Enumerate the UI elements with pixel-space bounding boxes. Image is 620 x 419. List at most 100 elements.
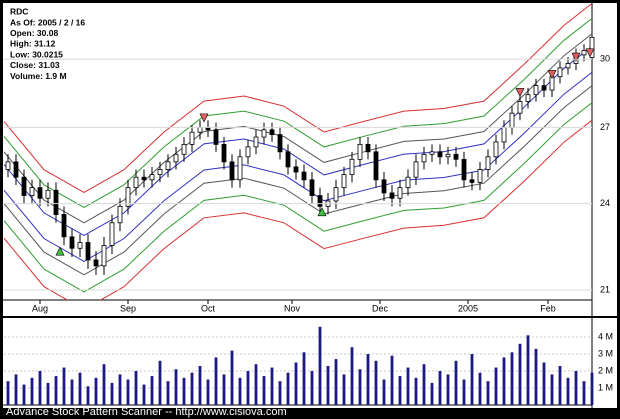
band-line bbox=[4, 18, 592, 208]
candle-body bbox=[317, 195, 323, 207]
volume-bar bbox=[478, 372, 482, 405]
pattern-signal bbox=[199, 113, 209, 123]
candle-body bbox=[13, 161, 19, 178]
candle-body bbox=[589, 36, 595, 58]
candle-body bbox=[501, 126, 507, 143]
info-line: High: 31.12 bbox=[10, 39, 56, 49]
volume-bar bbox=[574, 371, 578, 405]
volume-bar bbox=[550, 374, 554, 405]
volume-bar bbox=[382, 379, 386, 405]
candle-body bbox=[117, 205, 123, 224]
volume-bar bbox=[166, 381, 170, 405]
volume-bar bbox=[254, 364, 258, 405]
candle-body bbox=[333, 187, 339, 202]
x-tick-label: Feb bbox=[540, 303, 556, 313]
volume-bar bbox=[286, 372, 290, 405]
volume-bar bbox=[62, 367, 66, 405]
volume-bar bbox=[422, 364, 426, 405]
y-tick-label: 30 bbox=[600, 54, 610, 64]
candle-body bbox=[581, 50, 587, 56]
candle-body bbox=[133, 176, 139, 189]
candle-body bbox=[485, 156, 491, 170]
y-tick-label: 21 bbox=[600, 284, 610, 294]
volume-tick-label: 3 M bbox=[598, 348, 613, 358]
volume-bar bbox=[86, 386, 90, 405]
x-tick-label: Dec bbox=[372, 303, 389, 313]
symbol: RDC bbox=[10, 6, 28, 16]
volume-bar bbox=[158, 360, 162, 405]
candle-body bbox=[5, 161, 11, 170]
volume-bar bbox=[374, 360, 378, 405]
candle-body bbox=[21, 176, 27, 196]
volume-bar bbox=[454, 360, 458, 405]
candle-body bbox=[309, 179, 315, 196]
volume-bar bbox=[494, 367, 498, 405]
candle-body bbox=[253, 136, 259, 148]
candle-body bbox=[517, 101, 523, 114]
candle-body bbox=[245, 146, 251, 158]
candle-body bbox=[29, 187, 35, 196]
volume-bar bbox=[390, 355, 394, 405]
candle-body bbox=[149, 174, 155, 181]
volume-tick-label: 2 M bbox=[598, 365, 613, 375]
volume-bar bbox=[566, 377, 570, 405]
candle-body bbox=[453, 153, 459, 160]
volume-bar bbox=[398, 376, 402, 405]
volume-bar bbox=[502, 357, 506, 405]
candle-body bbox=[101, 245, 107, 267]
candle-body bbox=[349, 158, 355, 176]
volume-bar bbox=[462, 379, 466, 405]
candle-body bbox=[397, 187, 403, 199]
pattern-signal bbox=[585, 48, 595, 58]
band-line bbox=[4, 119, 592, 300]
candle-body bbox=[477, 169, 483, 183]
candle-body bbox=[85, 242, 91, 261]
volume-bar bbox=[342, 374, 346, 405]
candle-body bbox=[125, 187, 131, 207]
candle-body bbox=[141, 176, 147, 181]
candle-body bbox=[213, 129, 219, 145]
volume-bar bbox=[278, 381, 282, 405]
volume-bar bbox=[534, 348, 538, 405]
volume-bar bbox=[14, 374, 18, 405]
volume-bar bbox=[486, 381, 490, 405]
candle-body bbox=[93, 259, 99, 267]
volume-bar bbox=[518, 343, 522, 405]
candle-body bbox=[557, 67, 563, 78]
volume-bar bbox=[302, 352, 306, 405]
volume-bar bbox=[262, 376, 266, 405]
pattern-signal bbox=[515, 88, 525, 98]
volume-bar bbox=[246, 371, 250, 405]
volume-bar bbox=[182, 377, 186, 405]
x-tick-label: Nov bbox=[284, 303, 301, 313]
volume-bar bbox=[542, 362, 546, 405]
candle-body bbox=[69, 236, 75, 249]
volume-bar bbox=[238, 377, 242, 405]
candle-body bbox=[269, 129, 275, 136]
volume-bar bbox=[310, 371, 314, 405]
volume-bar bbox=[142, 384, 146, 405]
candle-body bbox=[469, 179, 475, 183]
volume-bar bbox=[110, 382, 114, 405]
volume-bar bbox=[326, 365, 330, 405]
volume-bar bbox=[470, 354, 474, 405]
volume-bar bbox=[318, 326, 322, 405]
candle-body bbox=[277, 134, 283, 153]
volume-bar bbox=[214, 357, 218, 405]
candle-body bbox=[181, 143, 187, 155]
candle-body bbox=[37, 187, 43, 199]
volume-bar bbox=[54, 376, 58, 405]
candle-body bbox=[509, 112, 515, 128]
info-line: As Of: 2005 / 2 / 16 bbox=[10, 17, 85, 27]
volume-bar bbox=[22, 384, 26, 405]
volume-bar bbox=[590, 372, 594, 405]
candle-body bbox=[381, 179, 387, 194]
volume-bar bbox=[102, 364, 106, 405]
candles bbox=[5, 35, 595, 275]
candle-body bbox=[445, 153, 451, 158]
band-line bbox=[4, 33, 592, 224]
band-line bbox=[4, 102, 592, 293]
volume-bar bbox=[414, 377, 418, 405]
